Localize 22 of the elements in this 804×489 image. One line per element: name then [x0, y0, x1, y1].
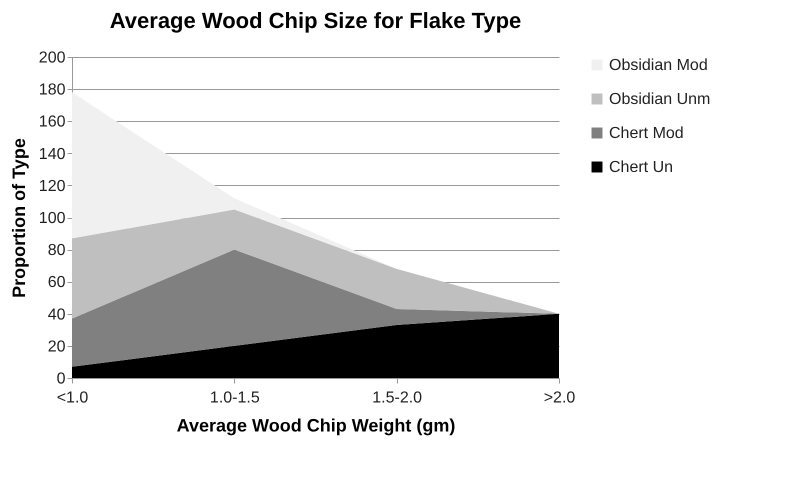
- y-tick-label: 180: [38, 82, 66, 99]
- y-tick-label: 40: [48, 306, 66, 324]
- x-axis-title: Average Wood Chip Weight (gm): [176, 416, 456, 436]
- legend-label: Obsidian Mod: [609, 57, 708, 74]
- y-tick-label: 20: [48, 338, 66, 356]
- y-axis-title: Proportion of Type: [8, 138, 29, 298]
- y-tick-label: 160: [38, 114, 66, 131]
- legend-label: Obsidian Unm: [609, 91, 710, 108]
- y-tick-label: 200: [38, 50, 66, 66]
- legend-label: Chert Mod: [609, 125, 684, 142]
- legend-label: Chert Un: [609, 159, 674, 176]
- y-tick-label: 60: [48, 274, 66, 292]
- y-tick-label: 100: [38, 210, 66, 227]
- chart-title: Average Wood Chip Size for Flake Type: [110, 8, 522, 33]
- y-tick-label: 120: [38, 178, 66, 195]
- y-tick-label: 80: [48, 242, 66, 260]
- x-tick-label: >2.0: [544, 390, 576, 406]
- x-tick-label: 1.0-1.5: [210, 390, 260, 406]
- x-tick-label: <1.0: [56, 390, 88, 406]
- y-tick-label: 0: [56, 370, 66, 388]
- x-tick-label: 1.5-2.0: [372, 390, 422, 406]
- y-tick-label: 140: [38, 146, 66, 163]
